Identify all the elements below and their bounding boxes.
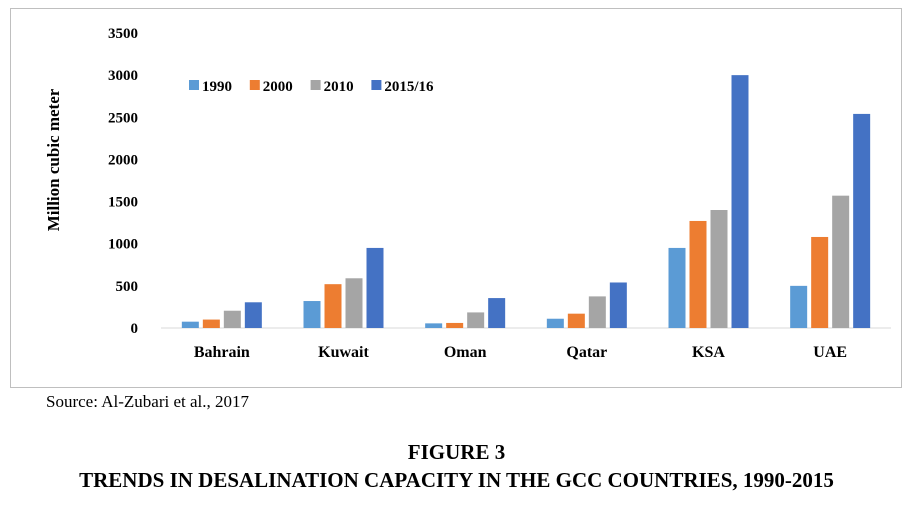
bar-ksa-2015-16 [731, 75, 749, 329]
bar-bahrain-2010 [223, 310, 241, 328]
category-label: UAE [813, 344, 847, 361]
bar-ksa-2000 [689, 220, 707, 328]
bar-uae-2010 [832, 195, 850, 328]
legend: 1990 2000 2010 2015/16 [189, 79, 434, 95]
category-label: KSA [692, 344, 725, 361]
bar-oman-1990 [425, 323, 443, 328]
y-tick-label: 3000 [108, 68, 138, 84]
bar-oman-2010 [467, 312, 485, 328]
bar-oman-2015-16 [488, 298, 506, 328]
bar-bahrain-2000 [202, 319, 220, 328]
legend-label: 2000 [263, 79, 293, 95]
figure-number: FIGURE 3 [407, 440, 506, 464]
y-tick-label: 500 [116, 279, 139, 295]
y-tick-label: 3500 [108, 26, 138, 42]
bar-uae-1990 [790, 285, 808, 328]
source-note: Source: Al-Zubari et al., 2017 [46, 392, 250, 411]
legend-swatch [371, 80, 382, 90]
bar-oman-2000 [446, 322, 464, 328]
legend-swatch [249, 80, 260, 90]
category-label: Qatar [566, 344, 607, 361]
category-label: Oman [444, 344, 487, 361]
bar-kuwait-2010 [345, 278, 363, 328]
bar-bahrain-1990 [181, 321, 199, 328]
bar-chart: Million cubic meter 0 500 1000 1500 2000 2500… [44, 26, 891, 361]
category-labels: Bahrain Kuwait Oman Qatar KSA UAE [194, 344, 847, 361]
bars [181, 75, 871, 329]
legend-swatch [189, 80, 199, 90]
category-label: Bahrain [194, 344, 250, 361]
bar-ksa-2010 [710, 210, 728, 328]
bar-uae-2015-16 [853, 113, 871, 329]
y-tick-label: 0 [131, 321, 139, 337]
bar-qatar-2010 [588, 296, 606, 328]
bar-bahrain-2015-16 [244, 302, 262, 328]
legend-label: 2010 [324, 79, 354, 95]
bar-kuwait-2000 [324, 284, 342, 328]
y-tick-label: 2500 [108, 110, 138, 126]
bar-kuwait-2015-16 [366, 247, 384, 328]
chart-frame: Million cubic meter 0 500 1000 1500 2000 2500… [10, 8, 902, 388]
category-label: Kuwait [318, 344, 369, 361]
bar-qatar-2000 [567, 313, 585, 328]
y-axis-label-group: Million cubic meter [44, 88, 63, 231]
y-tick-label: 2000 [108, 152, 138, 168]
legend-swatch [310, 80, 321, 90]
bar-qatar-1990 [546, 318, 564, 328]
bar-kuwait-1990 [303, 301, 321, 328]
y-tick-label: 1000 [108, 237, 138, 253]
figure-title: TRENDS IN DESALINATION CAPACITY IN THE G… [79, 468, 834, 492]
bar-qatar-2015-16 [609, 282, 627, 328]
bar-uae-2000 [811, 236, 829, 328]
y-tick-label: 1500 [108, 195, 138, 211]
y-axis-label: Million cubic meter [44, 88, 63, 231]
legend-label: 2015/16 [384, 79, 434, 95]
legend-label: 1990 [202, 79, 232, 95]
y-axis-ticks: 0 500 1000 1500 2000 2500 3000 3500 [108, 26, 138, 337]
bar-ksa-1990 [668, 247, 686, 328]
